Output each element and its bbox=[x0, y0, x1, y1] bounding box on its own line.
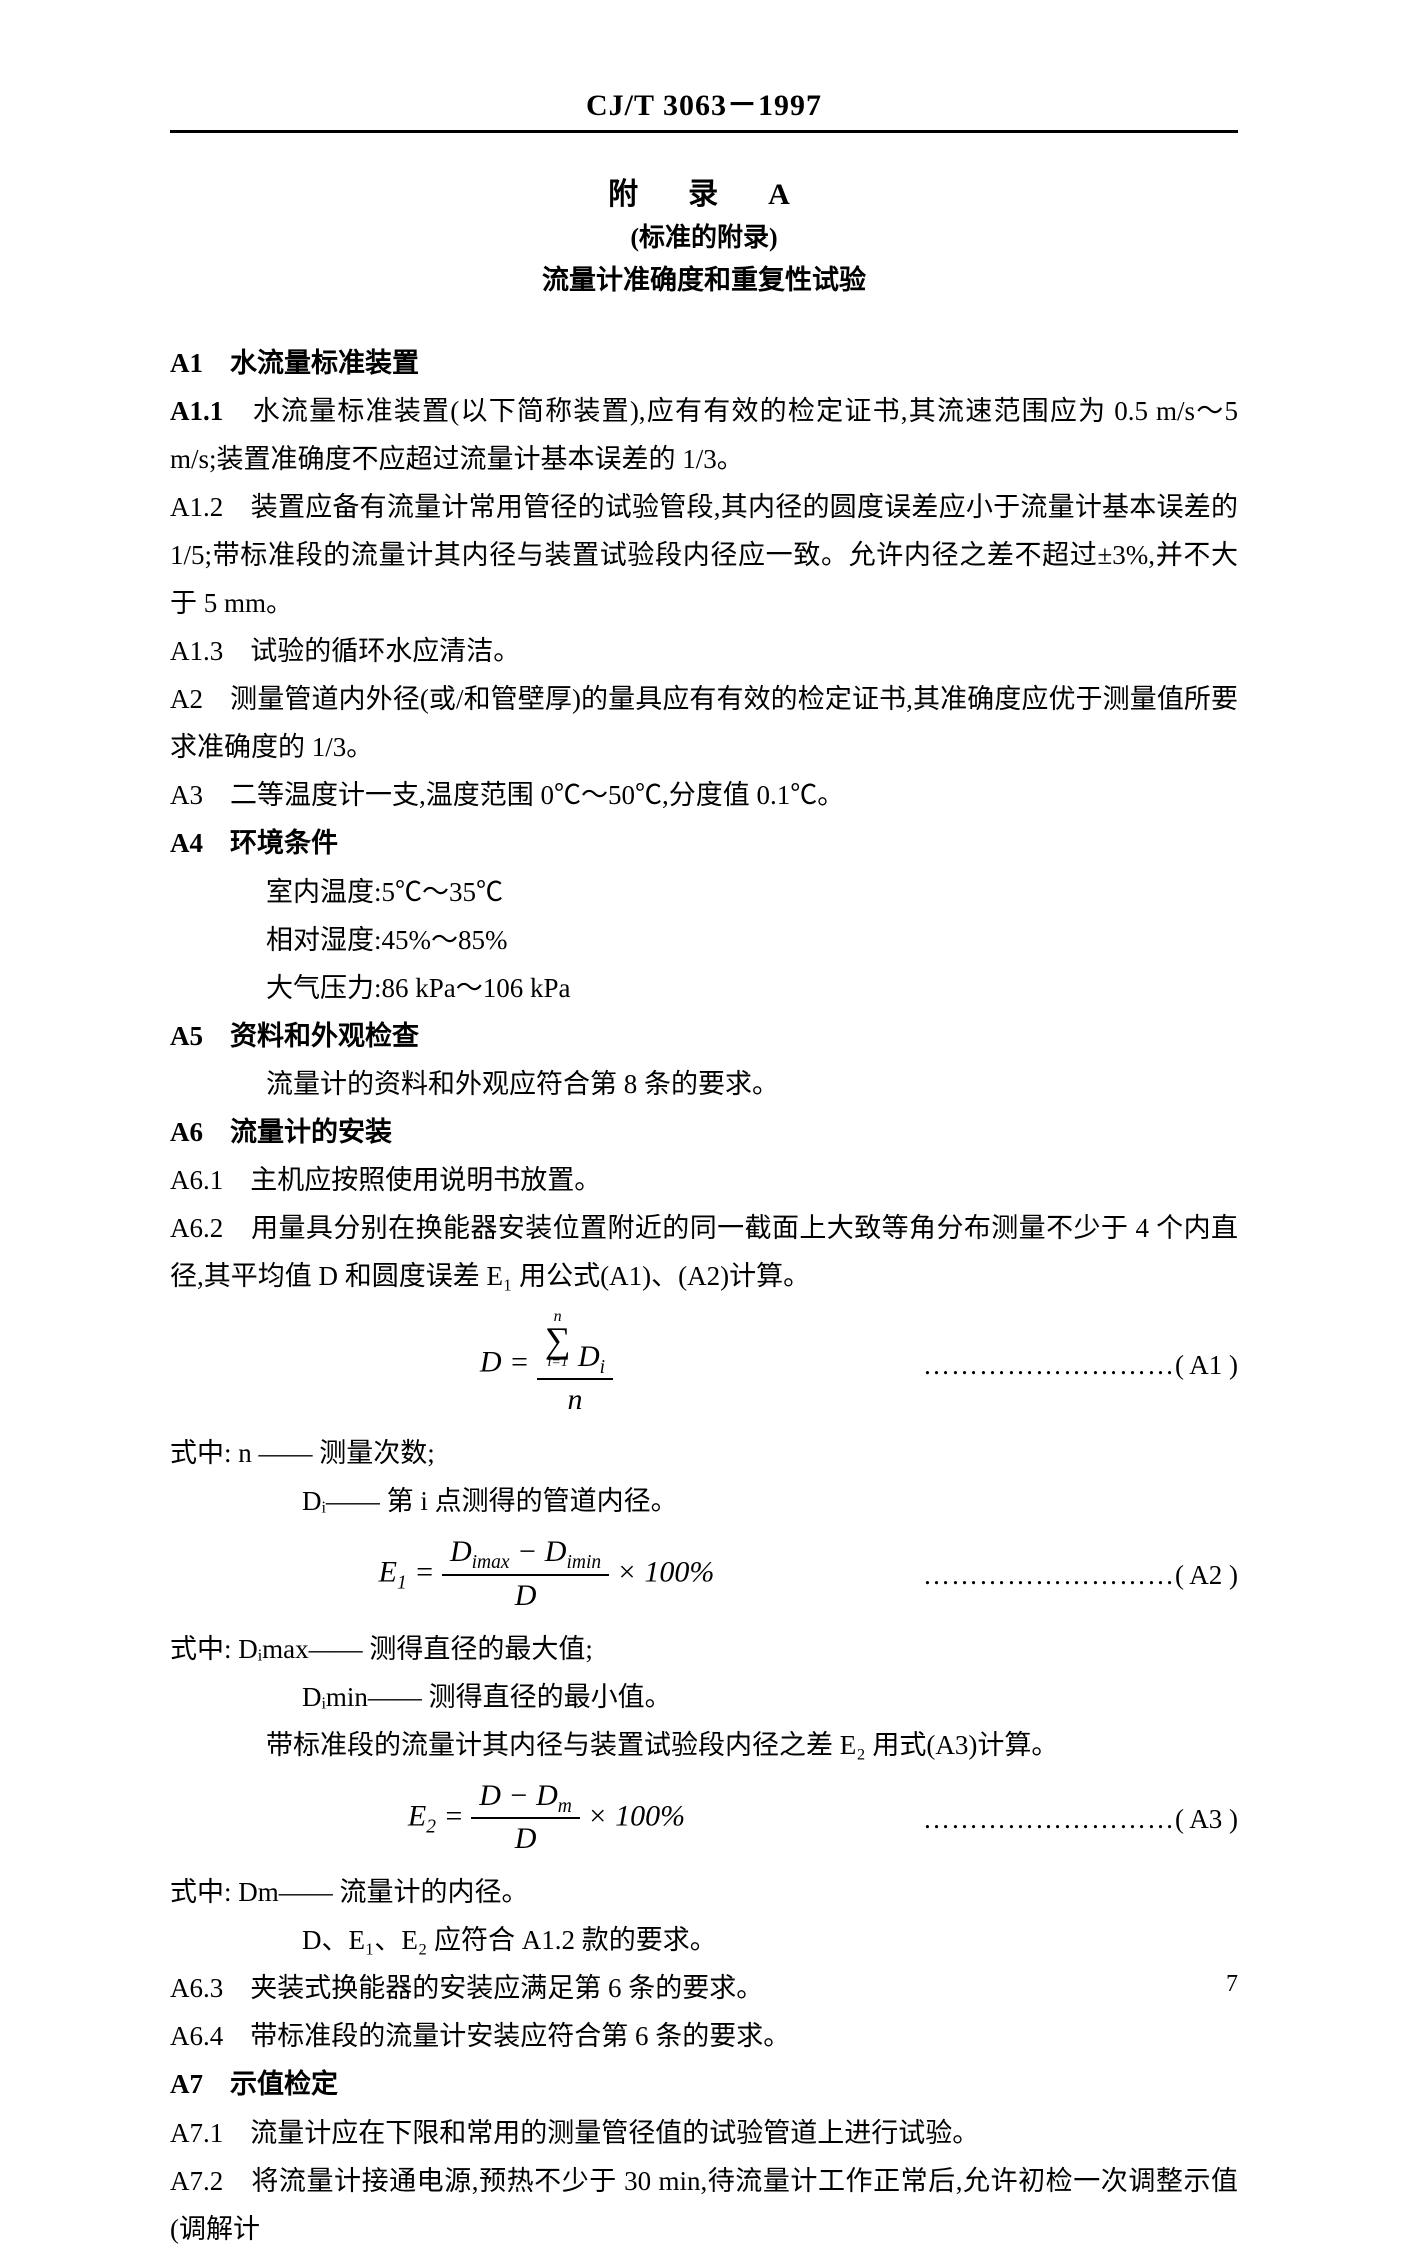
para-a2: A2 测量管道内外径(或/和管壁厚)的量具应有有效的检定证书,其准确度应优于测量… bbox=[170, 675, 1238, 771]
para-expl-di: Dᵢ—— 第 i 点测得的管道内径。 bbox=[170, 1477, 1238, 1525]
heading-a7: A7 示值检定 bbox=[170, 2060, 1238, 2108]
page-number: 7 bbox=[1226, 1971, 1238, 1998]
heading-a1: A1 水流量标准装置 bbox=[170, 339, 1238, 387]
para-a6-4: A6.4 带标准段的流量计安装应符合第 6 条的要求。 bbox=[170, 2012, 1238, 2060]
para-a3: A3 二等温度计一支,温度范围 0℃～50℃,分度值 0.1℃。 bbox=[170, 771, 1238, 819]
para-expl-de1e2: D、E₁、E₂ 应符合 A1.2 款的要求。 bbox=[170, 1916, 1238, 1964]
para-a1-1: A1.1A1.1 水流量标准装置(以下简称装置),应有有效的检定证书,其流速范围… bbox=[170, 387, 1238, 483]
formula-a2-row: E1 = Dimax − Dimin D × 100% ………………………( A… bbox=[170, 1535, 1238, 1614]
para-a4-3: 大气压力:86 kPa～106 kPa bbox=[170, 964, 1238, 1012]
para-expl-dimax: 式中: Dᵢmax—— 测得直径的最大值; bbox=[170, 1625, 1238, 1673]
para-a1-2: A1.2 装置应备有流量计常用管径的试验管段,其内径的圆度误差应小于流量计基本误… bbox=[170, 483, 1238, 627]
document-page: CJ/T 3063－1997 附 录 A (标准的附录) 流量计准确度和重复性试… bbox=[0, 0, 1408, 2048]
formula-a1-row: D = n∑i=1 Di n ………………………( A1 ) bbox=[170, 1310, 1238, 1419]
para-a6-3: A6.3 夹装式换能器的安装应满足第 6 条的要求。 bbox=[170, 1964, 1238, 2012]
formula-a3-row: E2 = D − Dm D × 100% ………………………( A3 ) bbox=[170, 1779, 1238, 1858]
heading-a5: A5 资料和外观检查 bbox=[170, 1012, 1238, 1060]
para-expl-dm: 式中: Dm—— 流量计的内径。 bbox=[170, 1868, 1238, 1916]
para-expl-n: 式中: n —— 测量次数; bbox=[170, 1429, 1238, 1477]
formula-a3-label: ………………………( A3 ) bbox=[923, 1795, 1238, 1843]
para-a5-1: 流量计的资料和外观应符合第 8 条的要求。 bbox=[170, 1060, 1238, 1108]
formula-a1-label: ………………………( A1 ) bbox=[923, 1341, 1238, 1389]
para-a7-1: A7.1 流量计应在下限和常用的测量管径值的试验管道上进行试验。 bbox=[170, 2109, 1238, 2157]
appendix-title: 附 录 A bbox=[170, 169, 1238, 213]
formula-a3: E2 = D − Dm D × 100% bbox=[170, 1779, 923, 1858]
formula-a2-label: ………………………( A2 ) bbox=[923, 1551, 1238, 1599]
para-a7-2: A7.2 将流量计接通电源,预热不少于 30 min,待流量计工作正常后,允许初… bbox=[170, 2157, 1238, 2253]
formula-a2: E1 = Dimax − Dimin D × 100% bbox=[170, 1535, 923, 1614]
para-expl-e2intro: 带标准段的流量计其内径与装置试验段内径之差 E₂ 用式(A3)计算。 bbox=[170, 1721, 1238, 1769]
standard-code: CJ/T 3063－1997 bbox=[170, 80, 1238, 130]
para-a6-2: A6.2 用量具分别在换能器安装位置附近的同一截面上大致等角分布测量不少于 4 … bbox=[170, 1204, 1238, 1300]
para-a4-1: 室内温度:5℃～35℃ bbox=[170, 868, 1238, 916]
body-section: A1 水流量标准装置 A1.1A1.1 水流量标准装置(以下简称装置),应有有效… bbox=[170, 339, 1238, 2253]
para-a4-2: 相对湿度:45%～85% bbox=[170, 916, 1238, 964]
appendix-subtitle: (标准的附录) bbox=[170, 217, 1238, 254]
para-a1-3: A1.3 试验的循环水应清洁。 bbox=[170, 627, 1238, 675]
heading-a4: A4 环境条件 bbox=[170, 819, 1238, 867]
heading-a6: A6 流量计的安装 bbox=[170, 1108, 1238, 1156]
para-expl-dimin: Dᵢmin—— 测得直径的最小值。 bbox=[170, 1673, 1238, 1721]
header-rule bbox=[170, 130, 1238, 133]
appendix-desc: 流量计准确度和重复性试验 bbox=[170, 258, 1238, 297]
formula-a1: D = n∑i=1 Di n bbox=[170, 1310, 923, 1419]
para-a6-1: A6.1 主机应按照使用说明书放置。 bbox=[170, 1156, 1238, 1204]
